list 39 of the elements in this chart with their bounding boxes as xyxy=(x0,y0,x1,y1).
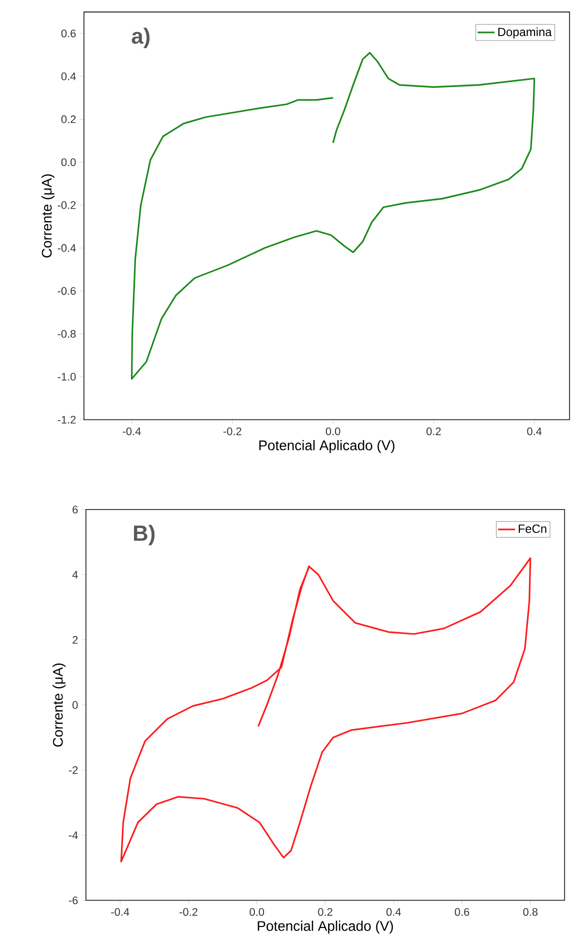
y-tick-label: 0.0 xyxy=(62,158,76,166)
y-tick-label: 4 xyxy=(72,570,78,578)
y-tick-label: 0.2 xyxy=(62,115,76,124)
y-tick-label: -0.4 xyxy=(58,244,76,252)
x-tick-label: 0.8 xyxy=(523,908,538,916)
y-axis-title: Corrente (μA) xyxy=(52,664,66,747)
x-tick-label: 0.6 xyxy=(455,908,470,916)
annotation: a) xyxy=(132,28,150,48)
y-tick-label: -4 xyxy=(69,831,78,839)
legend-label: FeCn xyxy=(519,524,546,533)
y-tick-label: -1.2 xyxy=(58,416,76,424)
y-tick-label: -0.2 xyxy=(58,201,76,209)
y-tick-label: -0.6 xyxy=(58,287,76,295)
y-axis-title: Corrente (μA) xyxy=(42,174,55,258)
x-tick-label: 0.2 xyxy=(318,908,333,916)
x-tick-label: -0.2 xyxy=(224,427,242,436)
y-tick-label: -1.0 xyxy=(58,372,76,381)
x-tick-label: 0.0 xyxy=(326,427,340,436)
y-tick-label: -2 xyxy=(69,766,78,774)
legend-label: Dopamina xyxy=(498,27,552,39)
x-tick-label: 0.4 xyxy=(386,908,402,916)
y-tick-label: 0.6 xyxy=(62,30,76,38)
line-series xyxy=(131,52,536,380)
y-tick-label: 0.4 xyxy=(62,72,76,80)
annotation: B) xyxy=(134,524,155,546)
x-axis-title: Potencial Aplicado (V) xyxy=(260,440,395,454)
x-tick-label: 0.4 xyxy=(527,427,542,436)
y-tick-label: -6 xyxy=(69,896,78,904)
x-tick-label: 0.0 xyxy=(250,908,264,916)
x-tick-label: -0.4 xyxy=(111,908,130,916)
y-tick-label: 6 xyxy=(72,506,78,514)
x-tick-label: -0.2 xyxy=(180,908,198,916)
x-tick-label: -0.4 xyxy=(123,427,142,436)
line-series xyxy=(120,557,532,862)
x-tick-label: 0.2 xyxy=(426,427,441,436)
y-tick-label: 0 xyxy=(72,701,78,709)
y-tick-label: -0.8 xyxy=(58,330,76,338)
x-axis-title: Potencial Aplicado (V) xyxy=(258,920,394,934)
y-tick-label: 2 xyxy=(72,636,78,644)
